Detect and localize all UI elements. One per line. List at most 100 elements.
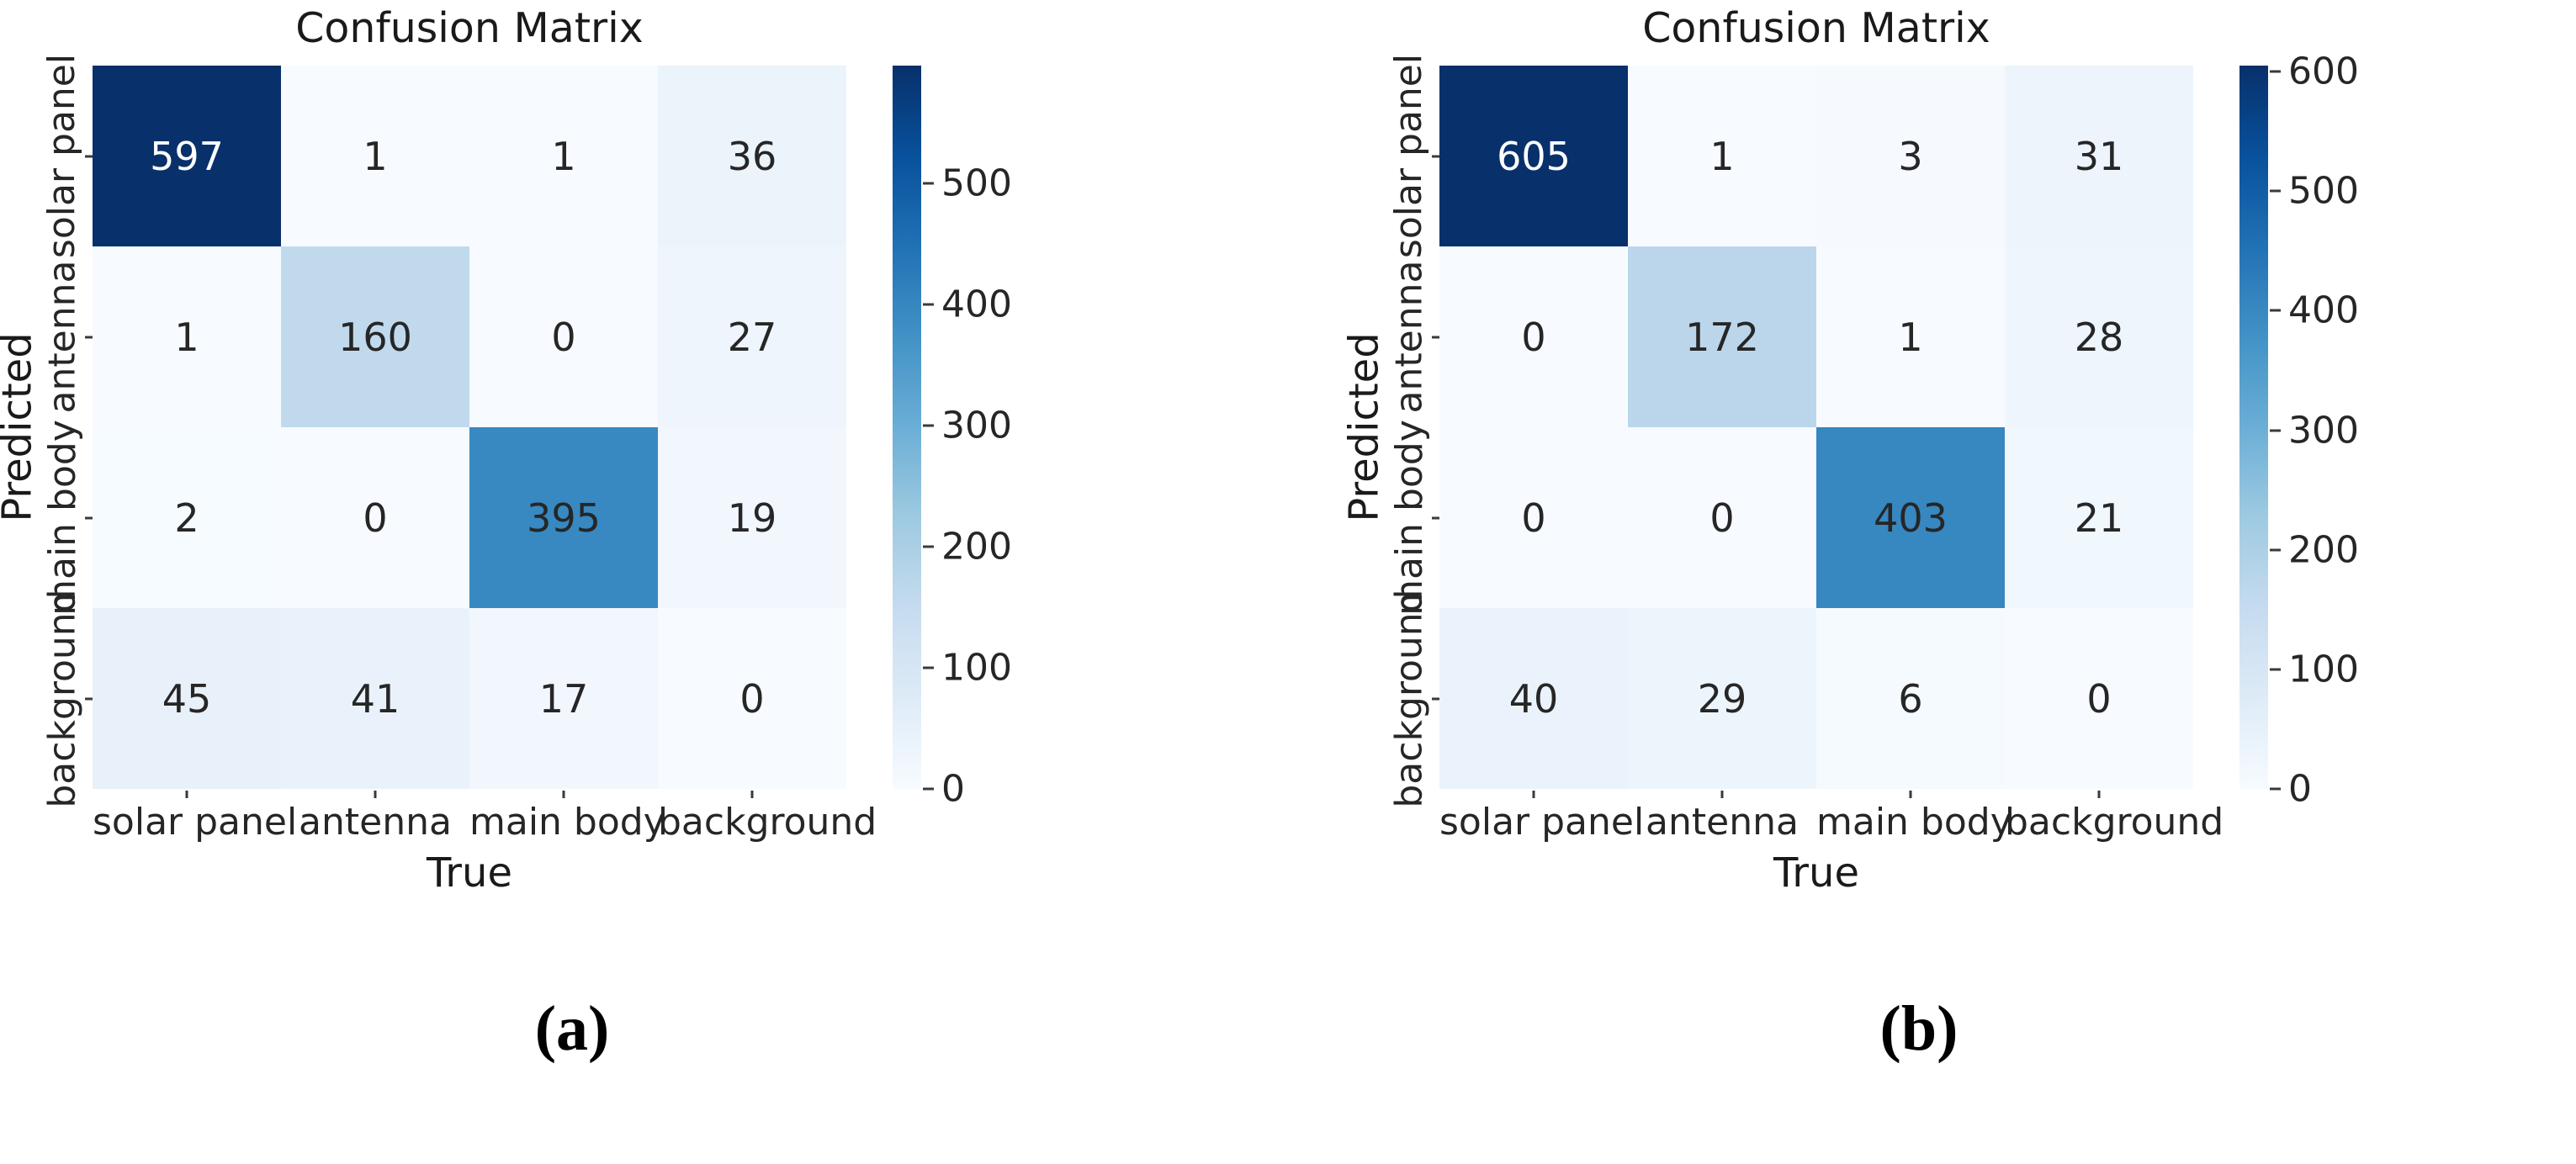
matrix-cell: 1 <box>281 66 469 246</box>
y-tick-mark <box>85 336 93 338</box>
matrix-cell: 36 <box>658 66 846 246</box>
matrix-cell: 160 <box>281 246 469 427</box>
x-tick-mark <box>374 791 377 798</box>
matrix-cell: 45 <box>93 608 281 789</box>
x-tick-label: solar panel <box>1439 801 1645 844</box>
x-tick-mark <box>185 791 188 798</box>
x-axis-label: True <box>427 849 512 897</box>
matrix-cell: 40 <box>1439 608 1628 789</box>
y-tick-label: background <box>40 589 84 808</box>
matrix-cell: 597 <box>93 66 281 246</box>
matrix-cell: 0 <box>1439 427 1628 608</box>
y-tick-mark <box>85 697 93 700</box>
matrix-cell: 29 <box>1628 608 1816 789</box>
matrix-cell: 2 <box>93 427 281 608</box>
heatmap-area: Confusion Matrix Predicted 605 1 3 31 0 172 1 2… <box>1341 4 2359 897</box>
y-tick-mark <box>1432 336 1439 338</box>
colorbar-tick-label: 500 <box>941 161 1012 205</box>
colorbar-tick-label: 200 <box>941 525 1012 569</box>
matrix-cell: 605 <box>1439 66 1628 246</box>
colorbar-tick-mark <box>2270 429 2281 432</box>
matrix-cell: 1 <box>1628 66 1816 246</box>
colorbar-tick-mark <box>2270 787 2281 791</box>
x-tick-mark <box>1720 791 1724 798</box>
y-tick-mark <box>85 516 93 519</box>
colorbar-tick-label: 300 <box>2288 409 2359 452</box>
matrix-cell: 17 <box>469 608 658 789</box>
matrix-cell: 1 <box>1816 246 2005 427</box>
matrix-cell: 27 <box>658 246 846 427</box>
x-tick-mark <box>1532 791 1535 798</box>
colorbar-tick-label: 0 <box>2288 767 2312 811</box>
colorbar: 500 400 300 200 100 0 <box>893 66 1012 811</box>
colorbar: 600 500 400 300 200 100 0 <box>2239 50 2359 811</box>
x-tick-mark <box>750 791 754 798</box>
matrix-cell: 21 <box>2005 427 2193 608</box>
y-tick-mark <box>1432 697 1439 700</box>
x-tick-label: antenna <box>299 801 452 844</box>
x-tick-label: antenna <box>1646 801 1799 844</box>
colorbar-tick-mark <box>923 303 934 306</box>
colorbar-tick-mark <box>2270 309 2281 312</box>
colorbar-tick-label: 100 <box>2288 648 2359 691</box>
x-tick-label: background <box>658 801 877 844</box>
panel-b: Confusion Matrix Predicted 605 1 3 31 0 172 1 2… <box>1288 0 2576 1164</box>
matrix-cell: 0 <box>1628 427 1816 608</box>
colorbar-tick-label: 400 <box>2288 288 2359 332</box>
panel-a: Confusion Matrix Predicted 597 1 1 36 1 160 0 2… <box>0 0 1094 1164</box>
matrix-cell: 19 <box>658 427 846 608</box>
heatmap-grid: 605 1 3 31 0 172 1 28 0 0 403 21 40 29 6 0 <box>1439 66 2193 789</box>
matrix-cell: 31 <box>2005 66 2193 246</box>
y-axis-label: Predicted <box>0 332 42 522</box>
matrix-cell: 1 <box>93 246 281 427</box>
y-tick-label: antenna <box>1387 260 1431 414</box>
colorbar-tick-mark <box>2270 189 2281 193</box>
matrix-cell: 0 <box>658 608 846 789</box>
colorbar-tick-label: 400 <box>941 283 1012 326</box>
subfigure-caption: (a) <box>534 993 610 1064</box>
matrix-cell: 0 <box>469 246 658 427</box>
x-axis-label: True <box>1773 849 1859 897</box>
x-tick-mark <box>1909 791 1912 798</box>
colorbar-tick-mark <box>923 787 934 791</box>
colorbar-tick-label: 500 <box>2288 169 2359 213</box>
colorbar-tick-label: 600 <box>2288 50 2359 93</box>
plot-area-a: Confusion Matrix Predicted 597 1 1 36 1 160 0 2… <box>0 0 1094 1164</box>
subfigure-caption: (b) <box>1879 993 1959 1064</box>
x-tick-label: solar panel <box>93 801 298 844</box>
matrix-cell: 3 <box>1816 66 2005 246</box>
y-tick-label: solar panel <box>40 53 84 259</box>
colorbar-tick-mark <box>2270 70 2281 73</box>
matrix-cell: 1 <box>469 66 658 246</box>
matrix-cell: 0 <box>2005 608 2193 789</box>
y-tick-label: main body <box>1387 420 1431 616</box>
colorbar-tick-mark <box>923 182 934 185</box>
colorbar-tick-mark <box>923 666 934 669</box>
heatmap-grid: 597 1 1 36 1 160 0 27 2 0 395 19 45 41 17 0 <box>93 66 846 789</box>
x-tick-label: background <box>2005 801 2224 844</box>
x-tick-label: main body <box>469 801 665 844</box>
chart-title: Confusion Matrix <box>295 4 644 52</box>
chart-title: Confusion Matrix <box>1642 4 1990 52</box>
y-tick-label: main body <box>40 420 84 616</box>
matrix-cell: 41 <box>281 608 469 789</box>
y-tick-label: solar panel <box>1387 53 1431 259</box>
y-tick-mark <box>1432 516 1439 519</box>
y-tick-mark <box>1432 155 1439 157</box>
matrix-cell: 28 <box>2005 246 2193 427</box>
y-tick-mark <box>85 155 93 157</box>
colorbar-tick-mark <box>923 545 934 548</box>
colorbar-tick-mark <box>2270 548 2281 552</box>
x-tick-label: main body <box>1816 801 2012 844</box>
colorbar-tick-label: 200 <box>2288 528 2359 572</box>
matrix-cell: 403 <box>1816 427 2005 608</box>
matrix-cell: 172 <box>1628 246 1816 427</box>
colorbar-tick-mark <box>923 424 934 427</box>
heatmap-area: Confusion Matrix Predicted 597 1 1 36 1 160 0 2… <box>0 4 1012 897</box>
matrix-cell: 395 <box>469 427 658 608</box>
y-tick-label: background <box>1387 589 1431 808</box>
colorbar-tick-label: 0 <box>941 767 965 811</box>
x-tick-mark <box>2097 791 2101 798</box>
matrix-cell: 0 <box>1439 246 1628 427</box>
matrix-cell: 6 <box>1816 608 2005 789</box>
